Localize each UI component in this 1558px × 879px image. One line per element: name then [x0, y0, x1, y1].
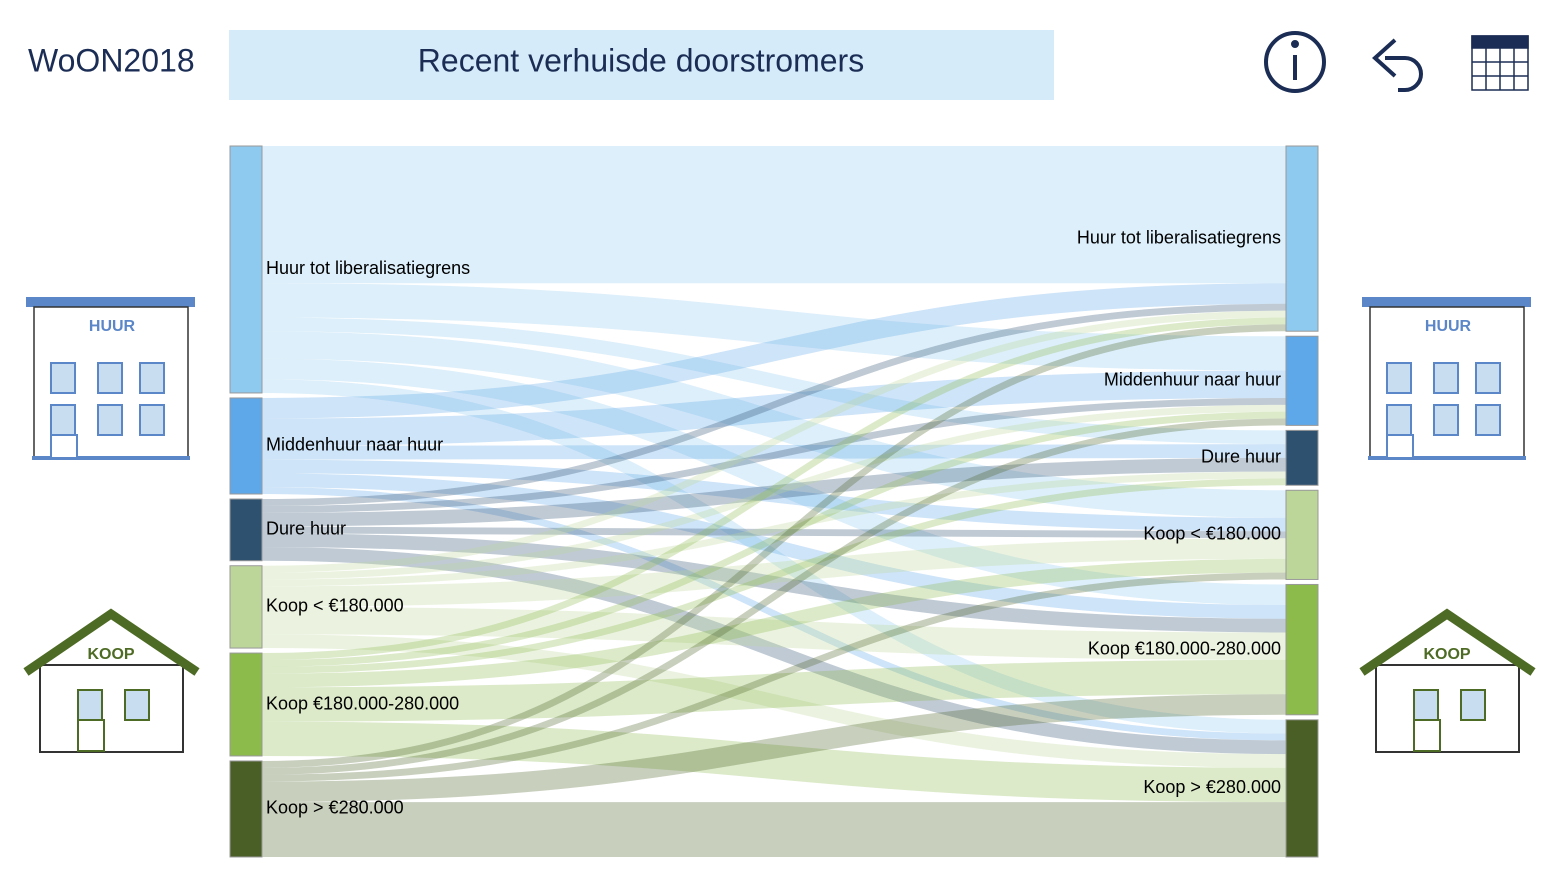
window	[50, 362, 76, 394]
window	[1386, 362, 1412, 394]
building-label: HUUR	[1425, 318, 1472, 335]
roof	[23, 608, 200, 676]
window	[1475, 362, 1501, 394]
door	[50, 434, 78, 459]
target-node	[1285, 719, 1319, 858]
info-button[interactable]	[1264, 31, 1326, 93]
target-label: Huur tot liberalisatiegrens	[1077, 227, 1281, 247]
target-node	[1285, 429, 1319, 486]
flow	[261, 404, 1287, 580]
source-label: Middenhuur naar huur	[266, 435, 443, 455]
window	[97, 362, 123, 394]
window	[97, 404, 123, 436]
window	[50, 404, 76, 436]
flow	[261, 659, 1287, 722]
flow	[261, 303, 1287, 506]
flow	[261, 283, 1287, 419]
table-button[interactable]	[1471, 35, 1529, 91]
house	[1375, 664, 1520, 753]
source-node	[229, 652, 263, 757]
base	[1368, 456, 1526, 460]
window	[1433, 404, 1459, 436]
target-node	[1285, 335, 1319, 426]
building-label: KOOP	[87, 646, 134, 663]
back-button[interactable]	[1372, 38, 1423, 92]
flow	[261, 558, 1287, 688]
flow	[261, 473, 1287, 619]
window	[124, 689, 150, 721]
source-node	[229, 145, 263, 394]
flow	[261, 331, 1287, 518]
flow	[261, 324, 1287, 768]
flow	[261, 694, 1287, 803]
flow	[261, 283, 1287, 371]
flow	[261, 478, 1287, 674]
window	[139, 404, 165, 436]
flow	[261, 317, 1287, 445]
flow	[261, 310, 1287, 573]
source-label: Dure huur	[266, 519, 346, 539]
window	[77, 689, 103, 721]
flow	[261, 444, 1287, 460]
target-label: Koop < €180.000	[1143, 524, 1281, 544]
door	[1386, 434, 1414, 459]
source-label: Koop < €180.000	[266, 596, 404, 616]
flow	[261, 721, 1287, 803]
target-node	[1285, 489, 1319, 580]
flow	[261, 379, 1287, 734]
building-label: KOOP	[1423, 646, 1470, 663]
flow	[261, 533, 1287, 633]
target-node	[1285, 583, 1319, 716]
source-node	[229, 565, 263, 649]
base	[32, 456, 190, 460]
source-node	[229, 498, 263, 562]
target-node	[1285, 145, 1319, 332]
door	[1413, 719, 1441, 752]
flow	[261, 457, 1287, 527]
flow	[261, 317, 1287, 660]
flow	[261, 411, 1287, 667]
source-label: Huur tot liberalisatiegrens	[266, 258, 470, 278]
window	[1433, 362, 1459, 394]
window	[1460, 689, 1486, 721]
source-node	[229, 397, 263, 495]
title-banner	[229, 30, 1054, 100]
roof	[1359, 608, 1536, 676]
roof	[1362, 297, 1531, 307]
roof	[26, 297, 195, 307]
flow	[261, 547, 1287, 755]
flow	[261, 459, 1287, 532]
flow	[261, 526, 1287, 539]
flow	[261, 471, 1287, 587]
target-label: Koop €180.000-280.000	[1088, 638, 1281, 658]
source-label: Koop > €280.000	[266, 798, 404, 818]
title: Recent verhuisde doorstromers	[418, 42, 864, 78]
flow	[261, 634, 1287, 768]
door	[77, 719, 105, 752]
target-label: Dure huur	[1201, 447, 1281, 467]
window	[1413, 689, 1439, 721]
target-label: Middenhuur naar huur	[1104, 370, 1281, 390]
flow	[261, 538, 1287, 607]
target-label: Koop > €280.000	[1143, 777, 1281, 797]
flow	[261, 418, 1287, 775]
flow	[261, 487, 1287, 741]
window	[1475, 404, 1501, 436]
flow	[261, 370, 1287, 446]
flow	[261, 572, 1287, 782]
window	[139, 362, 165, 394]
source-label: Koop €180.000-280.000	[266, 693, 459, 713]
source-node	[229, 760, 263, 858]
window	[1386, 404, 1412, 436]
app-name: WoON2018	[28, 42, 195, 78]
house	[39, 664, 184, 753]
flow	[261, 606, 1287, 660]
flow	[261, 358, 1287, 606]
building-label: HUUR	[89, 318, 136, 335]
flow	[261, 397, 1287, 513]
